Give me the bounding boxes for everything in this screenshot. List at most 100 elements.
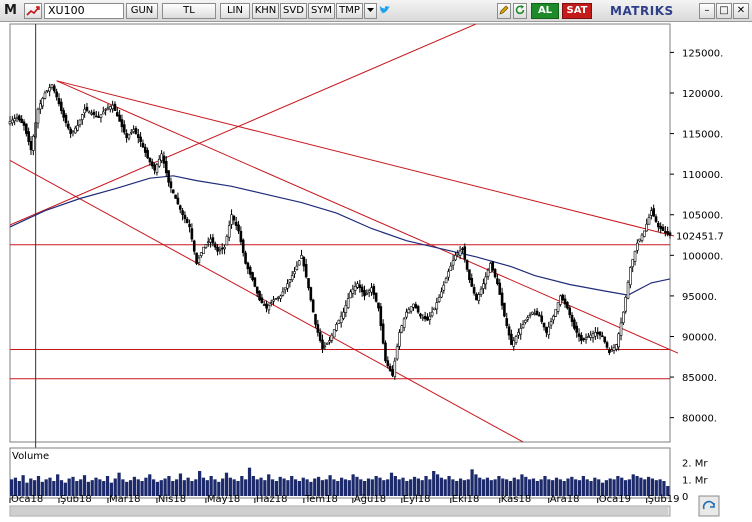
tmp-button[interactable]: TMP [336, 3, 363, 19]
candle-body [374, 292, 378, 302]
volume-bar [282, 478, 286, 496]
volume-bar [182, 480, 186, 496]
close-icon[interactable]: ✕ [733, 3, 749, 19]
candle-body [535, 310, 539, 316]
candle-body [234, 221, 238, 226]
volume-bar [132, 476, 137, 496]
volume-bar [386, 479, 390, 496]
khn-button[interactable]: KHN [252, 3, 279, 19]
candle-body [78, 119, 82, 126]
price-chart[interactable]: 80000. 85000. 90000. 95000. 100000. 105000. 11… [0, 22, 752, 522]
template-dropdown-icon[interactable] [364, 3, 377, 19]
candle-body [402, 318, 406, 328]
candle-body [160, 153, 163, 161]
time-tick-label: Oca19 [599, 494, 631, 505]
buy-button[interactable]: AL [531, 3, 559, 19]
candle-body [505, 318, 509, 326]
candle-body [566, 301, 569, 309]
maximize-icon[interactable]: □ [716, 3, 732, 19]
volume-bar [17, 481, 21, 496]
volume-bar [623, 480, 628, 496]
candle-body [608, 349, 611, 354]
candle-body [622, 311, 625, 323]
volume-bar [485, 477, 490, 496]
candle-body [274, 298, 278, 300]
volume-bar [33, 480, 37, 496]
candle-body [605, 342, 609, 348]
candle-body [216, 246, 219, 252]
volume-bar [458, 478, 463, 496]
candle-body [512, 340, 516, 347]
scale-button[interactable]: LIN [220, 3, 250, 19]
candle-body [314, 314, 317, 325]
candle-body [652, 208, 655, 217]
currency-button[interactable]: TL [162, 3, 216, 19]
volume-bar [428, 479, 432, 496]
candle-body [514, 336, 518, 343]
candle-body [192, 240, 196, 252]
candle-body [449, 265, 453, 271]
candle-body [53, 85, 56, 92]
candle-body [582, 338, 586, 340]
symbol-lookup-icon[interactable] [24, 3, 42, 19]
candle-body [101, 111, 105, 115]
time-tick-label: Eki18 [452, 494, 480, 505]
candle-body [570, 314, 574, 322]
volume-bar [639, 477, 643, 496]
volume-bar [244, 479, 248, 496]
candle-body [183, 214, 187, 220]
candle-body [395, 346, 399, 360]
candle-body [461, 248, 464, 250]
volume-bar [577, 480, 582, 496]
price-tick-label: 85000. [682, 373, 717, 384]
candle-body [503, 302, 506, 317]
volume-bar [255, 479, 259, 496]
time-tick-label: Nis18 [158, 494, 186, 505]
candle-body [633, 250, 637, 262]
minimize-icon[interactable]: – [699, 3, 715, 19]
candle-body [465, 260, 469, 270]
candle-body [659, 225, 662, 230]
candle-body [188, 223, 191, 228]
symbol-input[interactable]: XU100 [44, 3, 124, 19]
candle-body [11, 119, 14, 124]
candle-body [419, 313, 422, 317]
volume-bar [186, 477, 190, 496]
candle-body [220, 247, 224, 250]
candle-body [442, 284, 446, 291]
candle-body [638, 238, 641, 242]
candle-body [286, 283, 289, 289]
volume-bar [497, 476, 501, 496]
candle-body [316, 324, 320, 333]
candle-body [629, 267, 632, 286]
candle-body [25, 123, 28, 134]
candle-body [302, 257, 306, 267]
trend-line-3 [10, 159, 524, 442]
sym-button[interactable]: SYM [308, 3, 335, 19]
svd-button[interactable]: SVD [280, 3, 307, 19]
volume-bar [309, 481, 313, 496]
sync-icon[interactable] [698, 495, 720, 517]
chart-scrollbar[interactable] [9, 505, 671, 517]
refresh-icon[interactable] [513, 3, 527, 19]
volume-bar [531, 478, 536, 496]
volume-bar [654, 480, 658, 496]
candle-body [92, 111, 96, 115]
twitter-icon[interactable] [378, 3, 392, 19]
candle-body [36, 108, 40, 124]
sell-button[interactable]: SAT [562, 3, 592, 19]
volume-bar [589, 481, 593, 496]
candle-body [295, 265, 299, 270]
candle-body [559, 295, 562, 305]
edit-icon[interactable] [497, 3, 511, 19]
volume-bar [616, 476, 620, 496]
volume-bar [236, 481, 240, 496]
time-tick-label: Ağu18 [354, 493, 386, 505]
candle-body [531, 311, 534, 315]
candle-body [407, 309, 411, 314]
candle-body [127, 134, 131, 139]
candle-body [666, 231, 669, 235]
period-button[interactable]: GUN [126, 3, 158, 19]
matriks-menu-icon[interactable]: M [4, 3, 17, 18]
volume-bar [382, 480, 386, 496]
